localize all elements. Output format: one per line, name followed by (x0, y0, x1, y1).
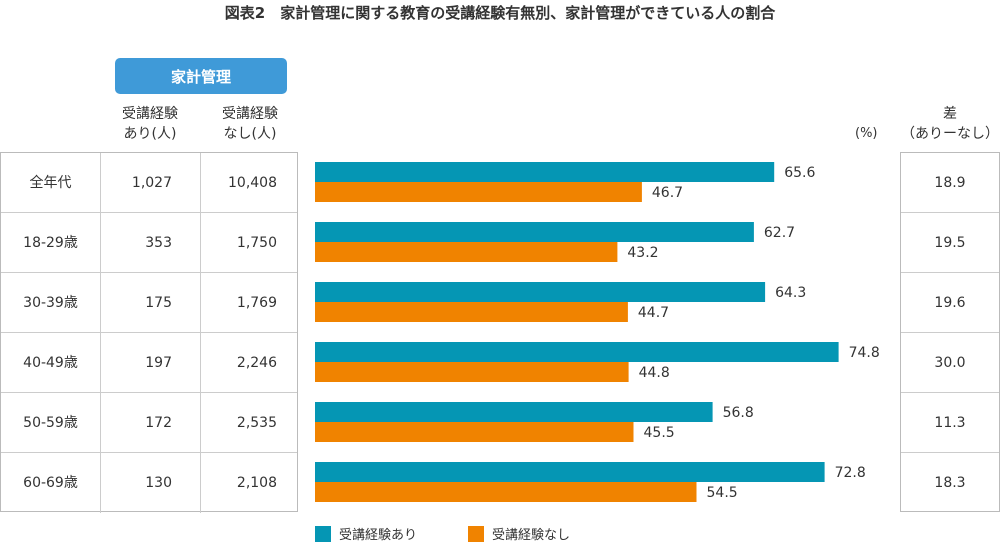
bar-yes (315, 222, 754, 242)
count-yes: 172 (101, 393, 201, 453)
table-row: 60-69歳 130 2,108 (1, 453, 297, 513)
table-row: 50-59歳 172 2,535 (1, 393, 297, 453)
col-header-line: あり(人) (123, 126, 177, 142)
table-row: 全年代 1,027 10,408 (1, 153, 297, 213)
table-row: 18-29歳 353 1,750 (1, 213, 297, 273)
diff-value: 19.6 (934, 295, 966, 311)
legend-swatch (315, 525, 331, 542)
table-row: 30-39歳 175 1,769 (1, 273, 297, 333)
row-label: 全年代 (1, 153, 101, 213)
count-yes: 197 (101, 333, 201, 393)
col-header-yes: 受講経験あり(人) (100, 104, 200, 144)
col-header-line: なし(人) (223, 126, 277, 142)
row-label: 60-69歳 (1, 453, 101, 513)
count-no: 10,408 (228, 175, 277, 191)
data-label: 46.7 (652, 185, 683, 201)
diff-header: 差 （ありーなし） (900, 104, 1000, 144)
bar-yes (315, 402, 713, 422)
col-header-line: 受講経験 (122, 106, 178, 122)
legend-label: 受講経験なし (492, 528, 571, 543)
bar-no (315, 482, 697, 502)
count-no: 2,535 (236, 415, 277, 431)
count-yes: 1,027 (101, 153, 201, 213)
diff-header-line: 差 (943, 106, 957, 122)
data-label: 54.5 (707, 485, 738, 501)
row-label: 40-49歳 (1, 333, 101, 393)
bar-yes (315, 162, 775, 182)
data-label: 45.5 (644, 425, 675, 441)
diff-row: 19.5 (901, 213, 999, 273)
legend-label: 受講経験あり (339, 528, 418, 543)
data-label: 74.8 (849, 345, 880, 361)
data-label: 44.8 (639, 365, 670, 381)
data-label: 44.7 (638, 305, 669, 321)
row-label: 50-59歳 (1, 393, 101, 453)
data-label: 64.3 (775, 285, 806, 301)
row-label: 30-39歳 (1, 273, 101, 333)
diff-row: 18.3 (901, 453, 999, 513)
group-header: 家計管理 (115, 58, 287, 94)
diff-value: 11.3 (934, 415, 966, 431)
diff-value: 19.5 (934, 235, 966, 251)
legend-swatch (468, 525, 484, 542)
diff-row: 30.0 (901, 333, 999, 393)
diff-value: 18.9 (934, 175, 966, 191)
legend-item-yes: 受講経験あり (315, 524, 417, 543)
diff-row: 19.6 (901, 273, 999, 333)
count-table: 全年代 1,027 10,408 18-29歳 353 1,750 30-39歳 175 1,7… (0, 152, 298, 513)
count-no: 2,246 (236, 355, 277, 371)
count-yes: 353 (101, 213, 201, 273)
count-no: 2,108 (236, 475, 277, 491)
diff-value: 18.3 (934, 475, 966, 491)
col-header-line: 受講経験 (222, 106, 278, 122)
data-label: 43.2 (627, 245, 658, 261)
bar-yes (315, 282, 766, 302)
data-label: 72.8 (835, 465, 866, 481)
bar-no (315, 362, 629, 382)
diff-row: 11.3 (901, 393, 999, 453)
bar-no (315, 422, 634, 442)
bar-no (315, 302, 628, 322)
data-label: 56.8 (723, 405, 754, 421)
bar-no (315, 182, 642, 202)
figure-title: 図表2 家計管理に関する教育の受講経験有無別、家計管理ができている人の割合 (224, 4, 776, 22)
bar-no (315, 242, 618, 262)
diff-header-line: （ありーなし） (901, 126, 999, 142)
count-yes: 130 (101, 453, 201, 513)
bar-yes (315, 342, 839, 362)
table-row: 40-49歳 197 2,246 (1, 333, 297, 393)
diff-value: 30.0 (934, 355, 966, 371)
diff-row: 18.9 (901, 153, 999, 213)
data-label: 62.7 (764, 225, 795, 241)
count-no: 1,750 (236, 235, 277, 251)
count-no: 1,769 (236, 295, 277, 311)
unit-label: (%) (855, 126, 878, 141)
legend-item-no: 受講経験なし (468, 524, 570, 543)
bar-yes (315, 462, 825, 482)
count-yes: 175 (101, 273, 201, 333)
col-header-no: 受講経験なし(人) (200, 104, 300, 144)
row-label: 18-29歳 (1, 213, 101, 273)
data-label: 65.6 (784, 165, 815, 181)
